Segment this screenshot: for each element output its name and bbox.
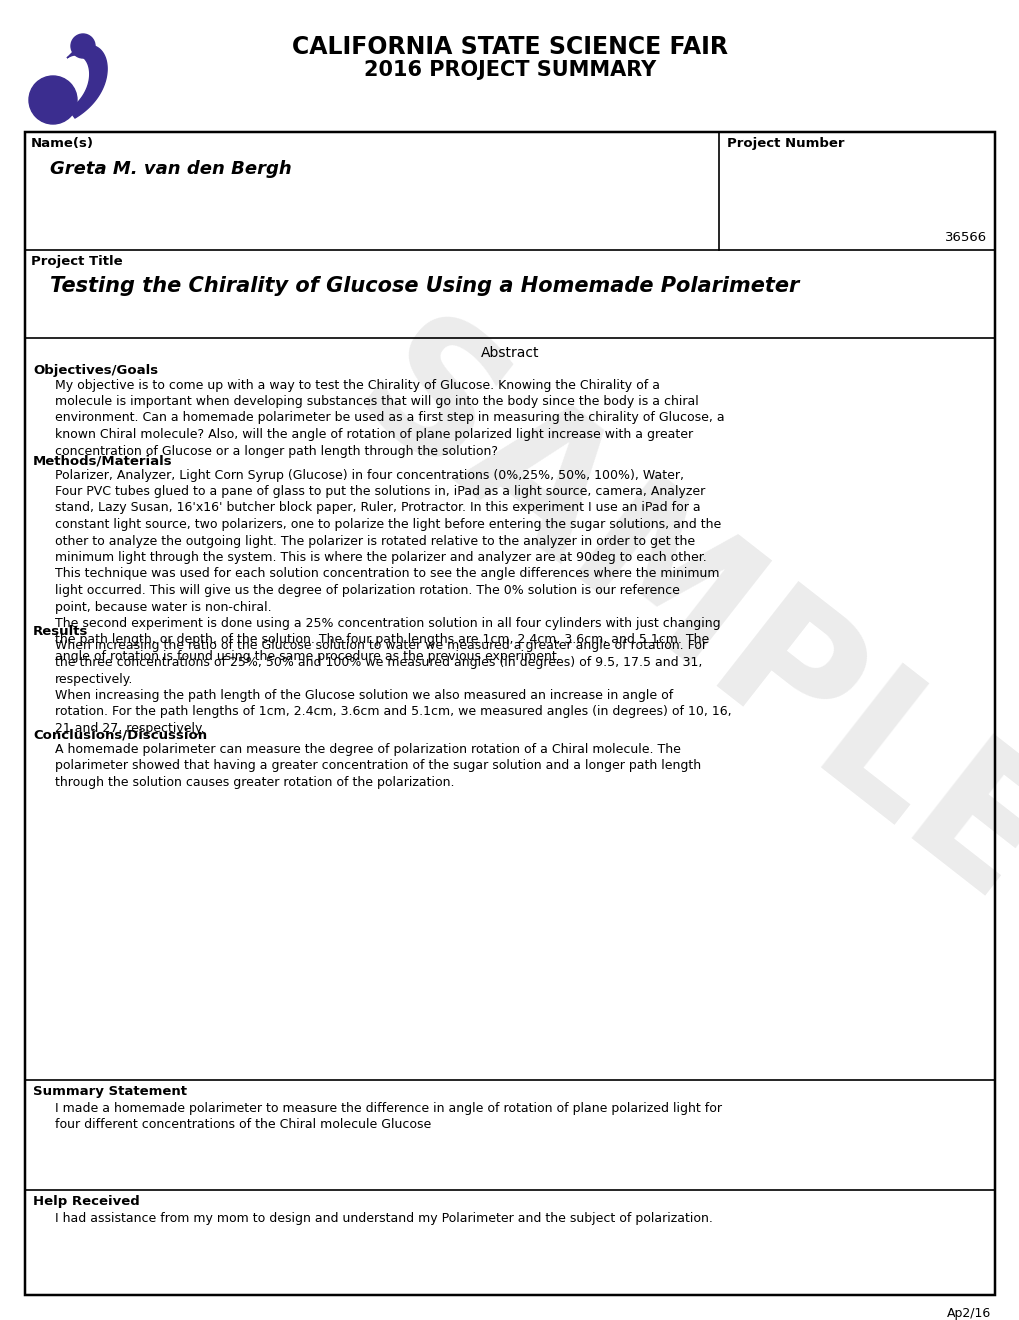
Text: Testing the Chirality of Glucose Using a Homemade Polarimeter: Testing the Chirality of Glucose Using a… [50,276,799,296]
Text: A homemade polarimeter can measure the degree of polarization rotation of a Chir: A homemade polarimeter can measure the d… [55,743,700,789]
Text: Abstract: Abstract [480,346,539,360]
Text: Polarizer, Analyzer, Light Corn Syrup (Glucose) in four concentrations (0%,25%, : Polarizer, Analyzer, Light Corn Syrup (G… [55,469,720,663]
Text: Project Number: Project Number [726,137,844,150]
Text: Name(s): Name(s) [31,137,94,150]
Circle shape [29,77,76,124]
Text: CALIFORNIA STATE SCIENCE FAIR: CALIFORNIA STATE SCIENCE FAIR [291,36,728,59]
Text: Help Received: Help Received [33,1195,140,1208]
Text: When increasing the ratio of the Glucose solution to water we measured a greater: When increasing the ratio of the Glucose… [55,639,731,735]
Text: SAMPLE: SAMPLE [322,298,1019,942]
Text: 2016 PROJECT SUMMARY: 2016 PROJECT SUMMARY [364,59,655,81]
Bar [25,132,994,1295]
Text: Greta M. van den Bergh: Greta M. van den Bergh [50,160,291,178]
Text: I had assistance from my mom to design and understand my Polarimeter and the sub: I had assistance from my mom to design a… [55,1212,712,1225]
Text: Ap2/16: Ap2/16 [946,1307,990,1320]
Text: Summary Statement: Summary Statement [33,1085,186,1098]
Polygon shape [67,45,107,117]
Text: Methods/Materials: Methods/Materials [33,454,172,467]
Text: Results: Results [33,624,89,638]
Text: I made a homemade polarimeter to measure the difference in angle of rotation of : I made a homemade polarimeter to measure… [55,1102,721,1131]
Text: 36566: 36566 [944,231,986,244]
Text: Conclusions/Discussion: Conclusions/Discussion [33,729,207,742]
Circle shape [71,34,95,58]
Text: Project Title: Project Title [31,255,122,268]
Text: My objective is to come up with a way to test the Chirality of Glucose. Knowing : My objective is to come up with a way to… [55,379,723,458]
Text: Objectives/Goals: Objectives/Goals [33,364,158,378]
